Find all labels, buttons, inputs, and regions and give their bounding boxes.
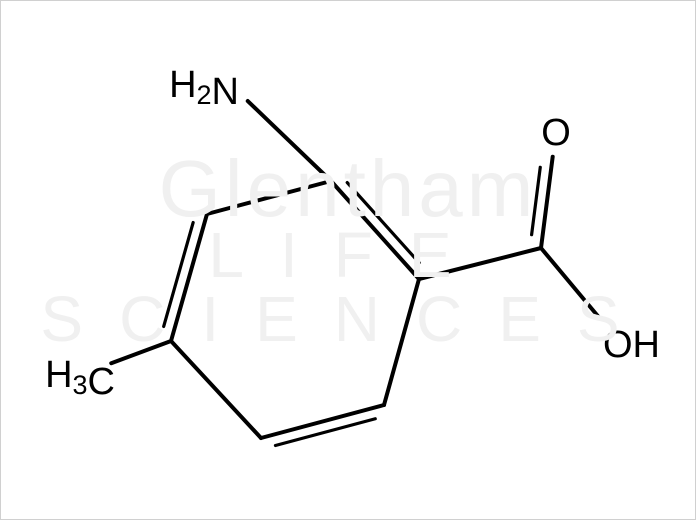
atom-label-o_oh: OH (603, 324, 660, 366)
molecule-svg: O OH H2N H3C (1, 1, 696, 520)
atom-label-o_dbl: O (541, 112, 571, 154)
structure-canvas: Glentham LIFE SCIENCES OOHH2NH3C (0, 0, 696, 520)
atom-label-n_h2n: H2N (169, 64, 239, 113)
atom-label-c_me: H3C (45, 354, 115, 403)
